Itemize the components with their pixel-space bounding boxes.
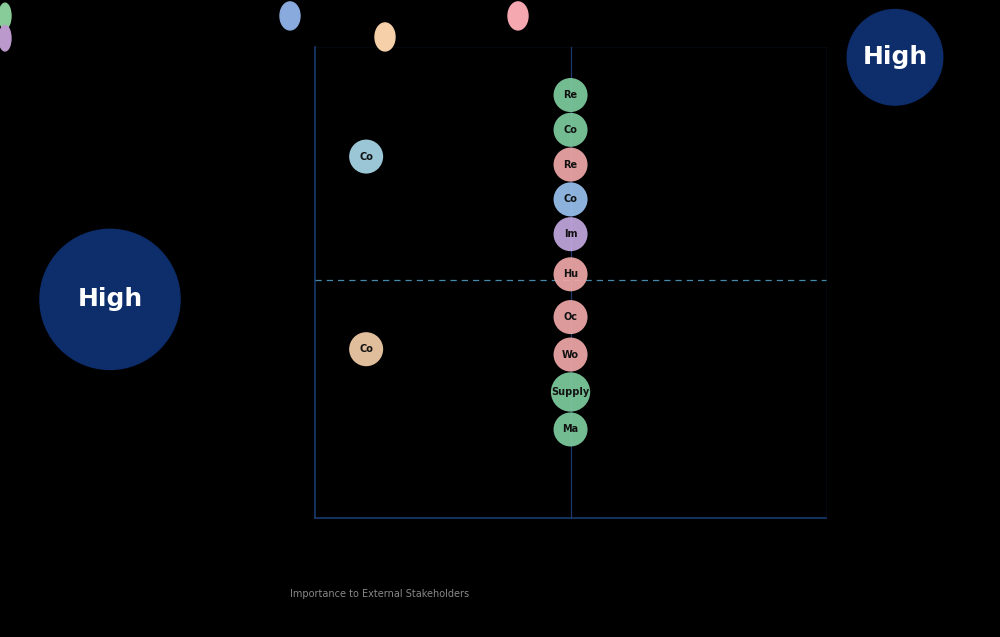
Point [563, 387, 579, 397]
Point [563, 424, 579, 434]
Point [563, 350, 579, 360]
Point [563, 312, 579, 322]
Point [563, 159, 579, 169]
Text: Wo: Wo [562, 350, 579, 359]
Point [563, 125, 579, 135]
Text: Oc: Oc [564, 312, 578, 322]
Text: Im: Im [564, 229, 577, 239]
Text: Importance to External Stakeholders: Importance to External Stakeholders [290, 589, 470, 599]
Text: Co: Co [564, 125, 577, 135]
Point [563, 194, 579, 204]
Point [358, 152, 374, 162]
Text: High: High [77, 287, 143, 311]
Text: Co: Co [359, 344, 373, 354]
Text: Re: Re [563, 160, 578, 169]
Text: Supply: Supply [551, 387, 590, 397]
Text: Hu: Hu [563, 269, 578, 279]
Point [563, 269, 579, 280]
Text: Co: Co [564, 194, 577, 204]
Text: Re: Re [563, 90, 578, 100]
Point [563, 229, 579, 240]
Point [563, 90, 579, 100]
Text: Co: Co [359, 152, 373, 162]
Text: Ma: Ma [562, 424, 579, 434]
Text: High: High [862, 45, 928, 69]
Point [358, 344, 374, 354]
